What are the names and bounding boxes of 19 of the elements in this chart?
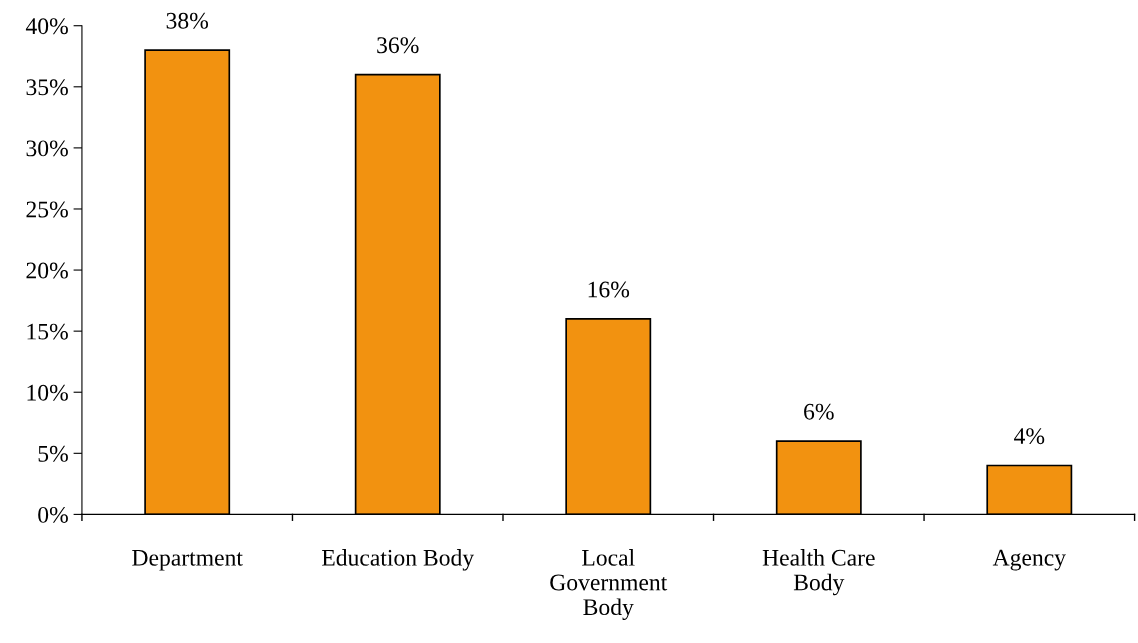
y-tick-label: 30% <box>26 140 68 157</box>
y-tick-label: 35% <box>26 79 68 96</box>
x-tick-label: Local Government Body <box>550 549 668 620</box>
data-label: 16% <box>588 281 630 298</box>
y-tick-label: 15% <box>27 323 68 340</box>
x-tick-label: Agency <box>992 549 1066 571</box>
x-tick-label: Health Care Body <box>762 549 875 596</box>
y-tick-label: 10% <box>27 384 68 401</box>
y-tick-label: 25% <box>26 201 68 218</box>
x-tick-label: Department <box>132 550 243 571</box>
y-tick-label: 0% <box>38 506 68 523</box>
data-label: 4% <box>1014 428 1045 445</box>
y-tick-label: 5% <box>38 445 68 462</box>
data-label: 38% <box>166 12 209 29</box>
y-tick-label: 20% <box>26 262 68 279</box>
x-tick-label: Education Body <box>322 549 475 571</box>
data-label: 36% <box>377 37 419 54</box>
data-label: 6% <box>804 403 834 420</box>
y-tick-label: 40% <box>25 18 68 35</box>
